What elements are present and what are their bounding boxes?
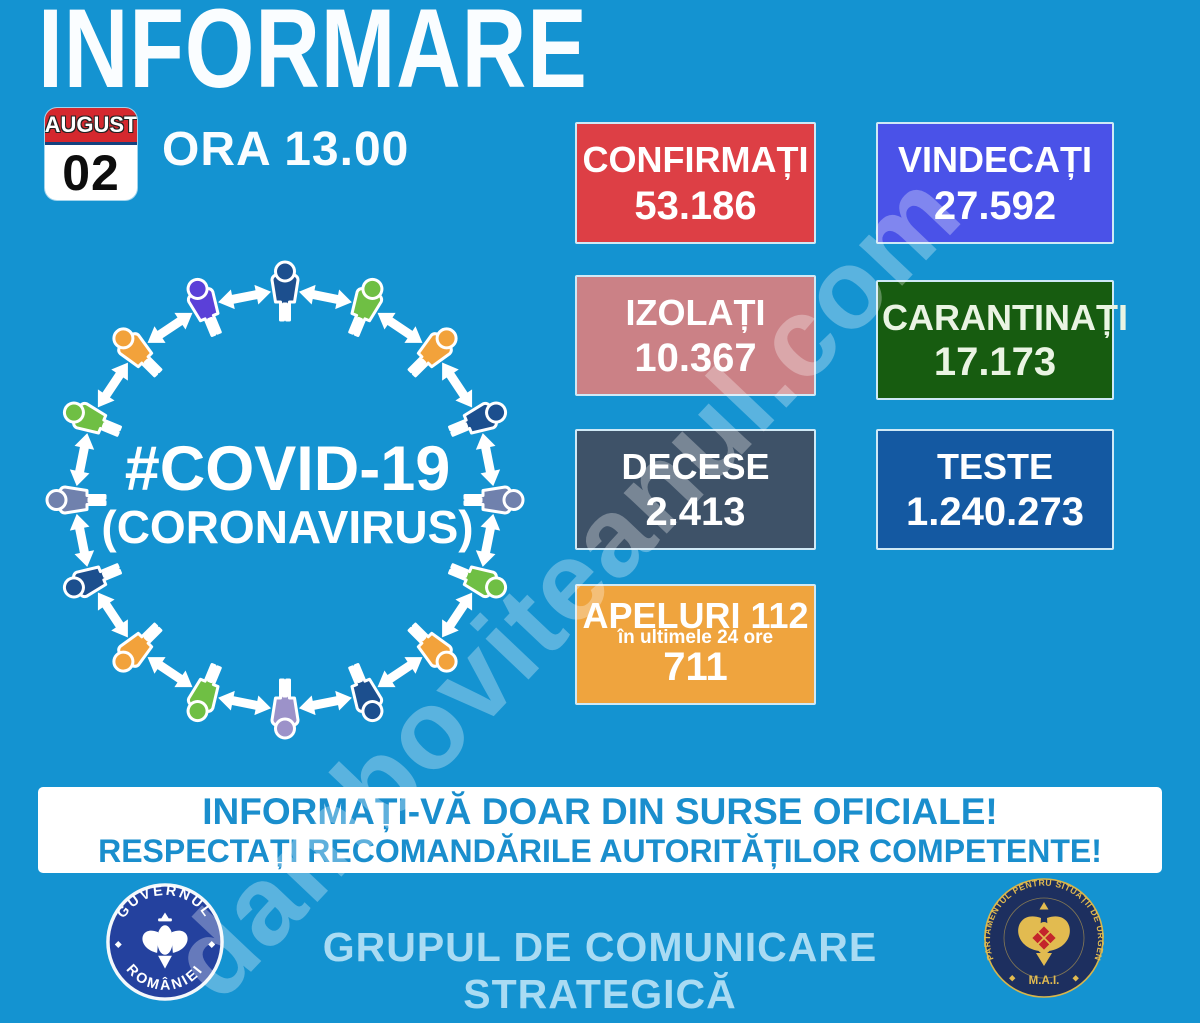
- page-title: INFORMARE: [38, 0, 588, 111]
- stat-card-vindecati: VINDECAȚI 27.592: [876, 122, 1114, 244]
- time-label: ORA 13.00: [162, 123, 410, 176]
- dsu-mai-text: M.A.I.: [1029, 975, 1060, 987]
- double-arrow-icon: [218, 690, 272, 716]
- stat-card-teste: TESTE 1.240.273: [876, 429, 1114, 550]
- double-arrow-icon: [218, 284, 272, 310]
- covid-hashtag-title: #COVID-19: [124, 434, 451, 504]
- dsu-eagle-icon: [1018, 902, 1070, 966]
- stat-label: TESTE: [936, 446, 1053, 487]
- person-icon: [348, 277, 384, 337]
- person-icon: [186, 277, 222, 337]
- coronavirus-subtitle: (CORONAVIRUS): [101, 501, 474, 554]
- double-arrow-icon: [475, 513, 501, 567]
- stat-value: 27.592: [933, 184, 1057, 228]
- double-arrow-icon: [69, 433, 95, 487]
- person-icon: [270, 678, 300, 740]
- calendar-day: 02: [62, 144, 120, 201]
- romania-coat-of-arms-icon: [142, 912, 188, 969]
- person-icon: [270, 260, 300, 322]
- double-arrow-icon: [442, 592, 473, 638]
- double-arrow-icon: [442, 362, 473, 408]
- person-icon: [463, 485, 525, 515]
- stat-label: APELURI 112: [582, 595, 809, 636]
- stat-card-izolati: IZOLAȚI 10.367: [575, 275, 816, 396]
- stat-label: DECESE: [621, 446, 770, 487]
- strategic-group-label: GRUPUL DE COMUNICARE STRATEGICĂ: [322, 924, 878, 1017]
- official-sources-banner: INFORMAȚI-VĂ DOAR DIN SURSE OFICIALE! RE…: [38, 787, 1162, 873]
- double-arrow-icon: [147, 657, 193, 688]
- stat-label: CARANTINAȚI: [882, 297, 1128, 338]
- stat-card-confirmati: CONFIRMAȚI 53.186: [575, 122, 816, 244]
- person-icon: [448, 401, 508, 437]
- person-icon: [62, 563, 122, 599]
- stat-label: IZOLAȚI: [625, 292, 766, 333]
- stat-value: 17.173: [933, 340, 1057, 384]
- double-arrow-icon: [97, 592, 128, 638]
- double-arrow-icon: [377, 657, 423, 688]
- stat-value: 2.413: [645, 490, 746, 534]
- double-arrow-icon: [298, 690, 352, 716]
- stat-value: 10.367: [634, 336, 757, 380]
- person-icon: [407, 327, 458, 378]
- gov-romania-logo: GUVERNUL ROMÂNIEI: [106, 883, 224, 1001]
- people-circle-graphic: [45, 260, 525, 740]
- stat-label: CONFIRMAȚI: [582, 139, 809, 180]
- double-arrow-icon: [377, 312, 423, 343]
- calendar-month: AUGUST: [45, 108, 137, 145]
- person-icon: [407, 622, 458, 673]
- person-icon: [186, 663, 222, 723]
- person-icon: [348, 663, 384, 723]
- calendar-icon: AUGUST 02: [45, 108, 137, 200]
- banner-line-1: INFORMAȚI-VĂ DOAR DIN SURSE OFICIALE!: [202, 791, 998, 833]
- stat-label: VINDECAȚI: [897, 139, 1092, 180]
- stat-value: 1.240.273: [906, 490, 1084, 534]
- double-arrow-icon: [97, 362, 128, 408]
- stat-card-apeluri-112: APELURI 112 în ultimele 24 ore 711: [575, 584, 816, 705]
- double-arrow-icon: [69, 513, 95, 567]
- banner-line-2: RESPECTAȚI RECOMANDĂRILE AUTORITĂȚILOR C…: [98, 832, 1102, 869]
- person-icon: [45, 485, 107, 515]
- dsu-logo: DEPARTAMENTUL PENTRU SITUAȚII DE URGENȚĂ…: [982, 878, 1106, 998]
- person-icon: [62, 401, 122, 437]
- person-icon: [448, 563, 508, 599]
- double-arrow-icon: [147, 312, 193, 343]
- stat-value: 53.186: [634, 184, 757, 228]
- stat-sublabel: în ultimele 24 ore: [617, 627, 774, 648]
- stat-card-decese: DECESE 2.413: [575, 429, 816, 550]
- covid-center-text: #COVID-19 (CORONAVIRUS): [35, 436, 540, 554]
- double-arrow-icon: [475, 433, 501, 487]
- stat-card-carantinati: CARANTINAȚI 17.173: [876, 280, 1128, 400]
- person-icon: [112, 622, 163, 673]
- stat-value: 711: [663, 645, 728, 689]
- double-arrow-icon: [298, 284, 352, 310]
- person-icon: [112, 327, 163, 378]
